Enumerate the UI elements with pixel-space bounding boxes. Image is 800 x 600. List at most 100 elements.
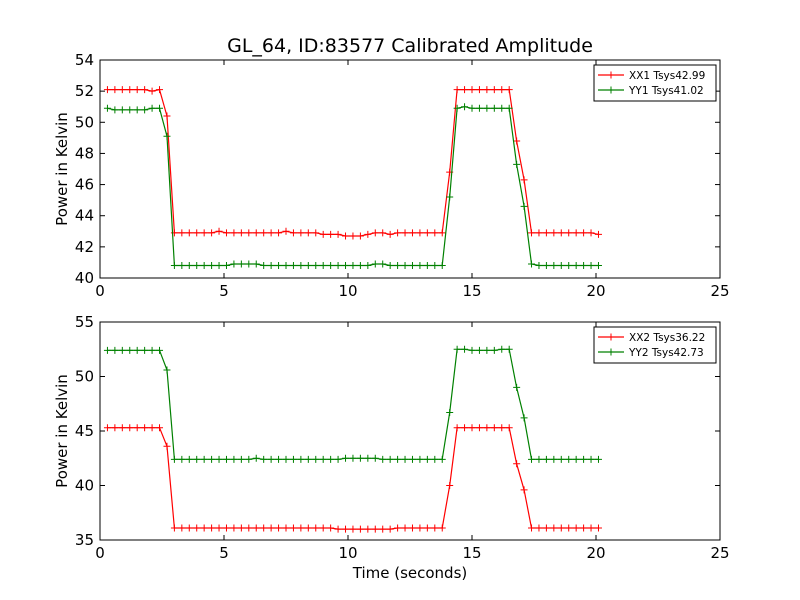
data-point-marker xyxy=(342,525,350,533)
data-point-marker xyxy=(572,229,580,237)
y-tick-label: 46 xyxy=(75,176,94,194)
data-point-marker xyxy=(408,262,416,270)
data-point-marker xyxy=(200,524,208,532)
data-point-marker xyxy=(580,229,588,237)
data-point-marker xyxy=(230,524,238,532)
data-point-marker xyxy=(208,524,216,532)
data-point-marker xyxy=(475,346,483,354)
data-point-marker xyxy=(461,86,469,94)
data-point-marker xyxy=(498,345,506,353)
legend-box xyxy=(593,326,717,364)
data-point-marker xyxy=(141,106,149,114)
data-point-marker xyxy=(483,104,491,112)
data-point-marker xyxy=(453,86,461,94)
data-point-marker xyxy=(222,455,230,463)
data-point-marker xyxy=(371,454,379,462)
legend-label: XX1 Tsys42.99 xyxy=(629,70,705,82)
x-tick-label: 10 xyxy=(338,282,357,300)
data-point-marker xyxy=(111,86,119,94)
y-axis-label: Power in Kelvin xyxy=(53,112,71,226)
data-point-marker xyxy=(594,524,602,532)
data-point-marker xyxy=(394,455,402,463)
data-point-marker xyxy=(468,104,476,112)
data-point-marker xyxy=(193,524,201,532)
data-point-marker xyxy=(394,229,402,237)
data-point-marker xyxy=(141,424,149,432)
data-point-marker xyxy=(542,229,550,237)
data-point-marker xyxy=(401,524,409,532)
data-point-marker xyxy=(528,524,536,532)
data-point-marker xyxy=(133,86,141,94)
data-point-marker xyxy=(542,262,550,270)
data-point-marker xyxy=(557,262,565,270)
data-point-marker xyxy=(438,262,446,270)
y-tick-label: 45 xyxy=(75,422,94,440)
x-tick-label: 5 xyxy=(219,544,229,562)
data-point-marker xyxy=(312,229,320,237)
data-point-marker xyxy=(513,460,521,468)
data-point-marker xyxy=(505,86,513,94)
data-point-marker xyxy=(334,262,342,270)
data-point-marker xyxy=(156,86,164,94)
data-point-marker xyxy=(535,455,543,463)
data-point-marker xyxy=(550,262,558,270)
data-point-marker xyxy=(222,262,230,270)
data-point-marker xyxy=(535,524,543,532)
figure-title: GL_64, ID:83577 Calibrated Amplitude xyxy=(227,35,593,57)
data-point-marker xyxy=(200,262,208,270)
data-point-marker xyxy=(371,525,379,533)
legend-label: YY1 Tsys41.02 xyxy=(628,85,704,97)
data-point-marker xyxy=(438,524,446,532)
data-point-marker xyxy=(542,455,550,463)
data-point-marker xyxy=(312,262,320,270)
legend-box xyxy=(593,64,717,102)
data-point-marker xyxy=(394,262,402,270)
data-point-marker xyxy=(289,455,297,463)
data-point-marker xyxy=(118,106,126,114)
data-point-marker xyxy=(111,346,119,354)
data-point-marker xyxy=(423,455,431,463)
data-point-marker xyxy=(342,454,350,462)
data-point-marker xyxy=(572,524,580,532)
data-point-marker xyxy=(431,262,439,270)
data-point-marker xyxy=(297,455,305,463)
data-point-marker xyxy=(364,230,372,238)
data-point-marker xyxy=(185,229,193,237)
data-point-marker xyxy=(156,104,164,112)
data-point-marker xyxy=(215,262,223,270)
data-point-marker xyxy=(282,227,290,235)
data-point-marker xyxy=(438,455,446,463)
data-point-marker xyxy=(513,160,521,168)
data-point-marker xyxy=(245,524,253,532)
data-point-marker xyxy=(364,262,372,270)
y-tick-label: 54 xyxy=(75,51,94,69)
data-point-marker xyxy=(304,524,312,532)
x-tick-label: 15 xyxy=(462,282,481,300)
data-point-marker xyxy=(565,262,573,270)
data-point-marker xyxy=(349,454,357,462)
y-tick-label: 40 xyxy=(75,269,94,287)
data-point-marker xyxy=(386,455,394,463)
data-point-marker xyxy=(118,424,126,432)
data-point-marker xyxy=(542,524,550,532)
data-point-marker xyxy=(208,262,216,270)
data-point-marker xyxy=(245,229,253,237)
data-point-marker xyxy=(468,86,476,94)
data-point-marker xyxy=(565,229,573,237)
data-point-marker xyxy=(163,132,171,140)
data-point-marker xyxy=(103,104,111,112)
data-point-marker xyxy=(408,229,416,237)
x-tick-label: 0 xyxy=(95,544,105,562)
data-point-marker xyxy=(520,414,528,422)
data-point-marker xyxy=(215,455,223,463)
data-point-marker xyxy=(505,104,513,112)
data-point-marker xyxy=(349,525,357,533)
data-point-marker xyxy=(483,86,491,94)
data-point-marker xyxy=(572,262,580,270)
data-point-marker xyxy=(252,229,260,237)
data-point-marker xyxy=(453,424,461,432)
data-point-marker xyxy=(297,524,305,532)
data-point-marker xyxy=(379,455,387,463)
data-point-marker xyxy=(327,262,335,270)
data-point-marker xyxy=(431,524,439,532)
